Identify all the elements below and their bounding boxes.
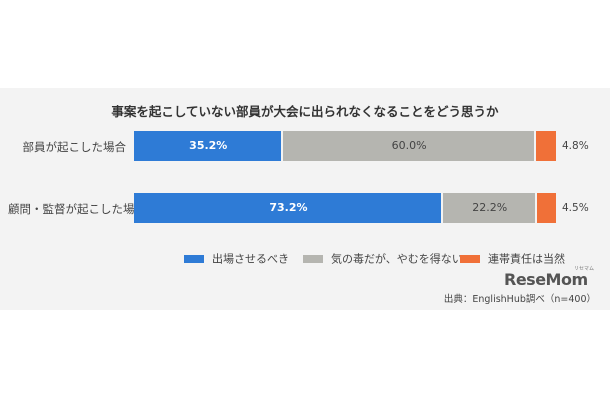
category-label: 部員が起こした場合 xyxy=(22,140,127,154)
legend-swatch xyxy=(184,254,204,263)
legend-label: 気の毒だが、やむを得ない xyxy=(331,252,463,266)
stacked-bar: 73.2% 22.2% xyxy=(134,193,556,223)
data-label: 35.2% xyxy=(189,139,228,152)
category-label: 顧問・監督が起こした場合 xyxy=(8,202,146,216)
legend-item: 連帯責任は当然 xyxy=(460,248,565,266)
resemom-logo-kana: リセマム xyxy=(574,266,595,272)
data-label: 73.2% xyxy=(269,201,308,214)
legend-label: 出場させるべき xyxy=(212,252,289,266)
legend-swatch xyxy=(460,254,480,263)
bar-segment xyxy=(134,131,281,161)
data-label: 22.2% xyxy=(472,201,508,214)
chart-title: 事案を起こしていない部員が大会に出られなくなることをどう思うか xyxy=(111,104,499,119)
bar-segment xyxy=(134,193,441,223)
legend-swatch xyxy=(303,254,323,263)
legend-item: 出場させるべき xyxy=(184,248,289,266)
stacked-bar: 35.2% 60.0% xyxy=(134,131,556,161)
data-label: 4.8% xyxy=(562,140,589,152)
legend-item: 気の毒だが、やむを得ない xyxy=(303,248,463,266)
source-note: 出典：EnglishHub調べ（n=400） xyxy=(443,294,596,305)
bar-segment xyxy=(535,131,556,161)
bar-segment xyxy=(282,131,534,161)
legend-label: 連帯責任は当然 xyxy=(488,252,565,266)
resemom-logo: ReseMom xyxy=(504,270,588,289)
bar-segment xyxy=(536,193,556,223)
legend: 出場させるべき 気の毒だが、やむを得ない 連帯責任は当然 xyxy=(0,248,610,266)
data-label: 60.0% xyxy=(391,139,427,152)
data-label: 4.5% xyxy=(562,202,589,214)
bar-segment xyxy=(442,193,535,223)
